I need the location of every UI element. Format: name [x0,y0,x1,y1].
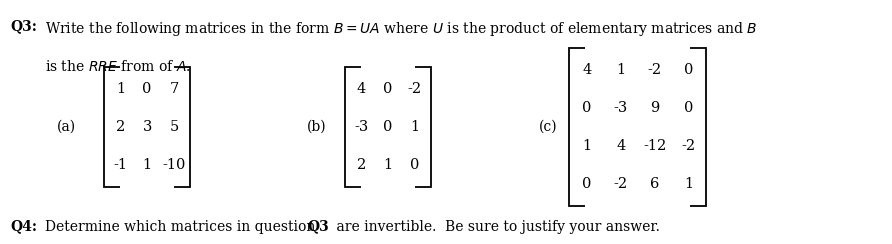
Text: 2: 2 [116,120,125,134]
Text: 5: 5 [169,120,178,134]
Text: -12: -12 [643,139,666,153]
Text: Write the following matrices in the form $B = UA$ where $U$ is the product of el: Write the following matrices in the form… [45,20,757,38]
Text: Q3:: Q3: [11,20,37,33]
Text: 1: 1 [384,158,392,172]
Text: 1: 1 [582,139,591,153]
Text: are invertible.  Be sure to justify your answer.: are invertible. Be sure to justify your … [332,220,660,234]
Text: -2: -2 [681,139,696,153]
Text: 0: 0 [684,101,693,115]
Text: (b): (b) [307,120,326,134]
Text: 0: 0 [684,63,693,77]
Text: -1: -1 [113,158,128,172]
Text: 9: 9 [650,101,659,115]
Text: -10: -10 [162,158,186,172]
Text: 0: 0 [410,158,419,172]
Text: -3: -3 [614,101,628,115]
Text: 0: 0 [384,82,392,96]
Text: 0: 0 [143,82,152,96]
Text: 6: 6 [650,177,659,191]
Text: 1: 1 [143,158,152,172]
Text: 1: 1 [684,177,693,191]
Text: 1: 1 [116,82,125,96]
Text: 4: 4 [357,82,366,96]
Text: 0: 0 [582,101,591,115]
Text: 0: 0 [582,177,591,191]
Text: Determine which matrices in question: Determine which matrices in question [45,220,319,234]
Text: (a): (a) [57,120,77,134]
Text: 3: 3 [143,120,152,134]
Text: 2: 2 [357,158,366,172]
Text: 4: 4 [582,63,591,77]
Text: Q3: Q3 [308,220,329,234]
Text: 1: 1 [616,63,625,77]
Text: is the $RRE$ from of $A$.: is the $RRE$ from of $A$. [45,59,190,73]
Text: -3: -3 [354,120,368,134]
Text: 1: 1 [410,120,419,134]
Text: 0: 0 [384,120,392,134]
Text: -2: -2 [648,63,662,77]
Text: (c): (c) [540,120,558,134]
Text: 7: 7 [169,82,178,96]
Text: 4: 4 [616,139,625,153]
Text: Q4:: Q4: [11,220,37,234]
Text: -2: -2 [614,177,628,191]
Text: -2: -2 [408,82,422,96]
